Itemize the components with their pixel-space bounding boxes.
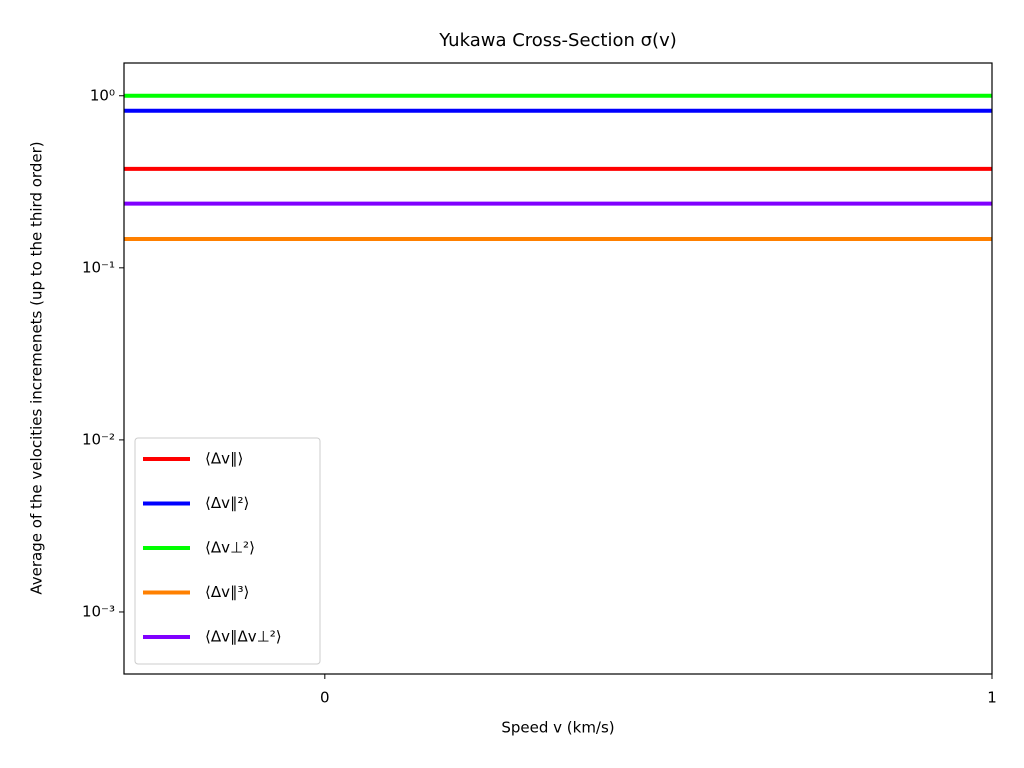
x-tick-label: 1 xyxy=(987,689,997,707)
legend-label: ⟨Δv∥³⟩ xyxy=(205,583,249,601)
y-tick-label: 10⁰ xyxy=(90,86,115,104)
y-tick-label: 10⁻³ xyxy=(82,602,115,620)
legend-label: ⟨Δv⊥²⟩ xyxy=(205,539,255,557)
plot-frame xyxy=(123,62,993,675)
legend-label: ⟨Δv∥⟩ xyxy=(205,450,243,468)
x-axis-label: Speed v (km/s) xyxy=(501,719,614,737)
legend-label: ⟨Δv∥Δv⊥²⟩ xyxy=(205,628,282,646)
chart-title: Yukawa Cross-Section σ(v) xyxy=(438,30,677,51)
y-tick-label: 10⁻² xyxy=(82,430,115,448)
legend-label: ⟨Δv∥²⟩ xyxy=(205,494,249,512)
y-axis-label: Average of the velocities incremenets (u… xyxy=(28,141,46,594)
x-tick-label: 0 xyxy=(320,689,330,707)
y-tick-label: 10⁻¹ xyxy=(82,258,115,276)
legend-box xyxy=(134,437,321,665)
